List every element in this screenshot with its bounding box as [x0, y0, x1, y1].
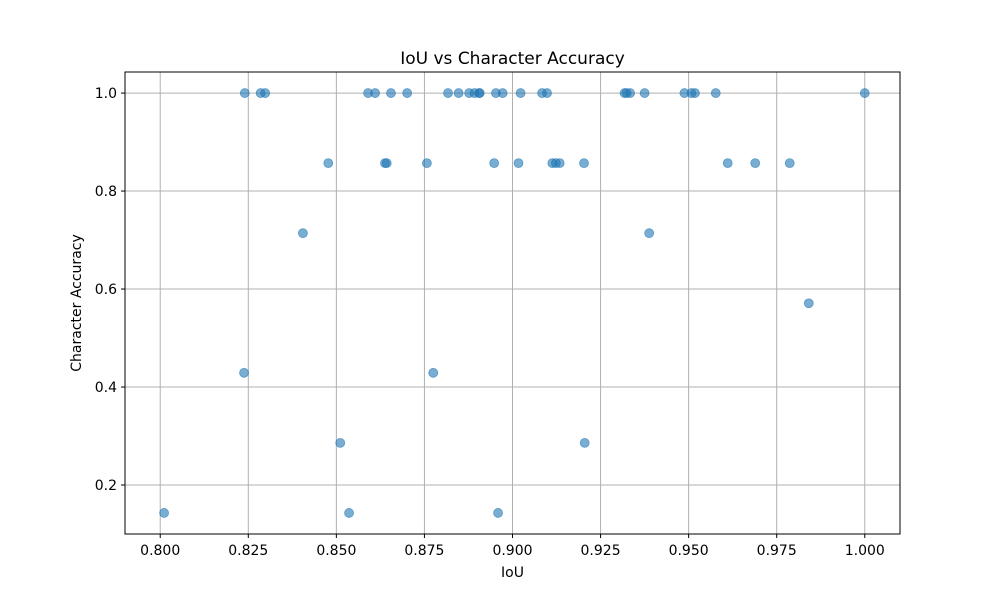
- scatter-point: [489, 158, 500, 169]
- scatter-point: [497, 88, 508, 98]
- x-tick-label: 0.800: [140, 543, 180, 559]
- scatter-point: [381, 158, 392, 169]
- x-tick-label: 1.000: [845, 543, 885, 559]
- scatter-point: [513, 158, 524, 169]
- y-tick-label: 0.2: [95, 478, 117, 494]
- scatter-point: [750, 158, 761, 169]
- scatter-point: [639, 88, 650, 98]
- scatter-point: [260, 88, 271, 98]
- y-tick-label: 0.6: [95, 282, 117, 298]
- scatter-point: [554, 158, 565, 169]
- scatter-point: [428, 367, 439, 378]
- scatter-point: [579, 158, 589, 169]
- scatter-point: [443, 88, 453, 98]
- scatter-point: [239, 88, 250, 98]
- scatter-point: [297, 228, 308, 239]
- x-tick-label: 0.975: [757, 543, 797, 559]
- scatter-point: [370, 88, 381, 98]
- scatter-point: [515, 88, 526, 98]
- scatter-point: [453, 88, 464, 98]
- scatter-point: [493, 508, 503, 518]
- data-points: [159, 88, 870, 518]
- scatter-point: [421, 158, 432, 169]
- scatter-point: [386, 88, 396, 98]
- chart-title: IoU vs Character Accuracy: [400, 49, 625, 69]
- scatter-point: [542, 88, 552, 98]
- scatter-point: [690, 88, 700, 98]
- y-tick-label: 0.4: [95, 380, 117, 396]
- x-axis-label: IoU: [501, 565, 524, 581]
- scatter-point: [722, 158, 733, 169]
- x-tick-label: 0.825: [228, 543, 268, 559]
- x-tick-label: 0.875: [404, 543, 444, 559]
- y-tick-label: 0.8: [95, 184, 117, 200]
- scatter-point: [323, 158, 334, 169]
- scatter-point: [859, 88, 870, 98]
- scatter-point: [803, 298, 814, 309]
- scatter-point: [239, 367, 249, 378]
- grid: [125, 72, 900, 534]
- x-tick-label: 0.850: [316, 543, 356, 559]
- axis-ticks: 0.800 0.825 0.850 0.875 0.900 0.925 0.950 0.975…: [95, 86, 885, 559]
- scatter-point: [625, 88, 636, 98]
- x-tick-label: 0.900: [492, 543, 532, 559]
- scatter-point: [784, 158, 795, 169]
- scatter-point: [159, 508, 170, 518]
- x-tick-label: 0.950: [669, 543, 709, 559]
- x-tick-label: 0.925: [581, 543, 621, 559]
- y-tick-label: 1.0: [95, 86, 117, 102]
- y-axis-label: Character Accuracy: [69, 234, 85, 371]
- scatter-point: [335, 437, 346, 448]
- scatter-point: [474, 88, 485, 98]
- scatter-point: [710, 88, 721, 98]
- scatter-point: [344, 508, 354, 518]
- scatter-point: [402, 88, 413, 98]
- scatter-point: [644, 228, 655, 239]
- scatter-point: [579, 437, 590, 448]
